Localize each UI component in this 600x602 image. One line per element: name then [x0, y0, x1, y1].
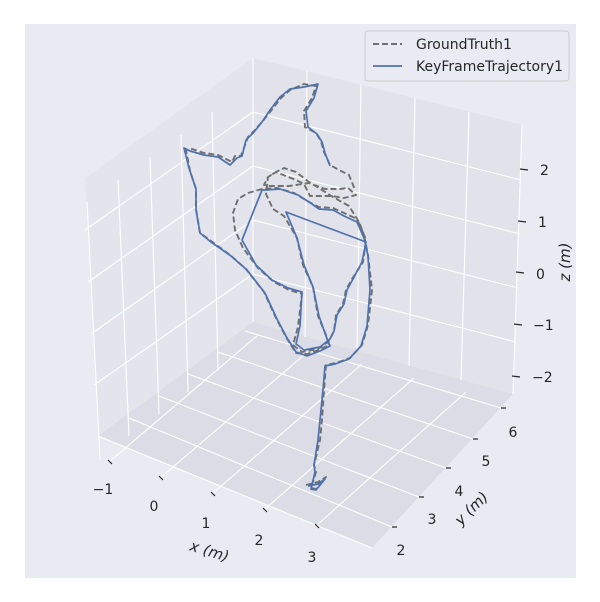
left-pane	[85, 58, 253, 436]
z-tick-label: −1	[533, 318, 554, 334]
y-tick-label: 5	[482, 454, 491, 470]
z-tick-label: 0	[536, 267, 545, 283]
series-line-groundtruth1	[185, 83, 373, 490]
tick-marks	[107, 168, 529, 529]
y-tick-label: 2	[397, 543, 406, 559]
y-tick-labels: 2 3 4 5 6	[397, 425, 518, 559]
trajectory-lines	[183, 83, 373, 491]
legend-box	[364, 30, 570, 82]
legend-label: KeyFrameTrajectory1	[416, 59, 563, 75]
y-tick-label: 4	[455, 484, 464, 500]
grid-lines	[84, 58, 523, 549]
z-tick-labels: −2 −1 0 1 2	[532, 163, 554, 386]
series-line-keyframetrajectory1	[183, 83, 371, 491]
z-tick-label: 2	[540, 163, 549, 179]
z-tick-label: −2	[532, 370, 553, 386]
z-axis-label: z (m)	[556, 243, 574, 283]
y-tick-label: 6	[509, 425, 518, 441]
z-tick-label: 1	[538, 215, 547, 231]
x-tick-label: 2	[255, 533, 264, 549]
x-tick-label: 0	[150, 499, 159, 515]
legend: GroundTruth1 KeyFrameTrajectory1	[364, 30, 570, 82]
x-tick-label: 3	[308, 550, 317, 566]
x-tick-labels: −1 0 1 2 3	[93, 482, 317, 566]
x-tick-label: 1	[202, 516, 211, 532]
back-pane	[253, 58, 522, 394]
x-tick-label: −1	[93, 482, 114, 498]
y-tick-label: 3	[428, 512, 437, 528]
legend-label: GroundTruth1	[416, 37, 512, 53]
